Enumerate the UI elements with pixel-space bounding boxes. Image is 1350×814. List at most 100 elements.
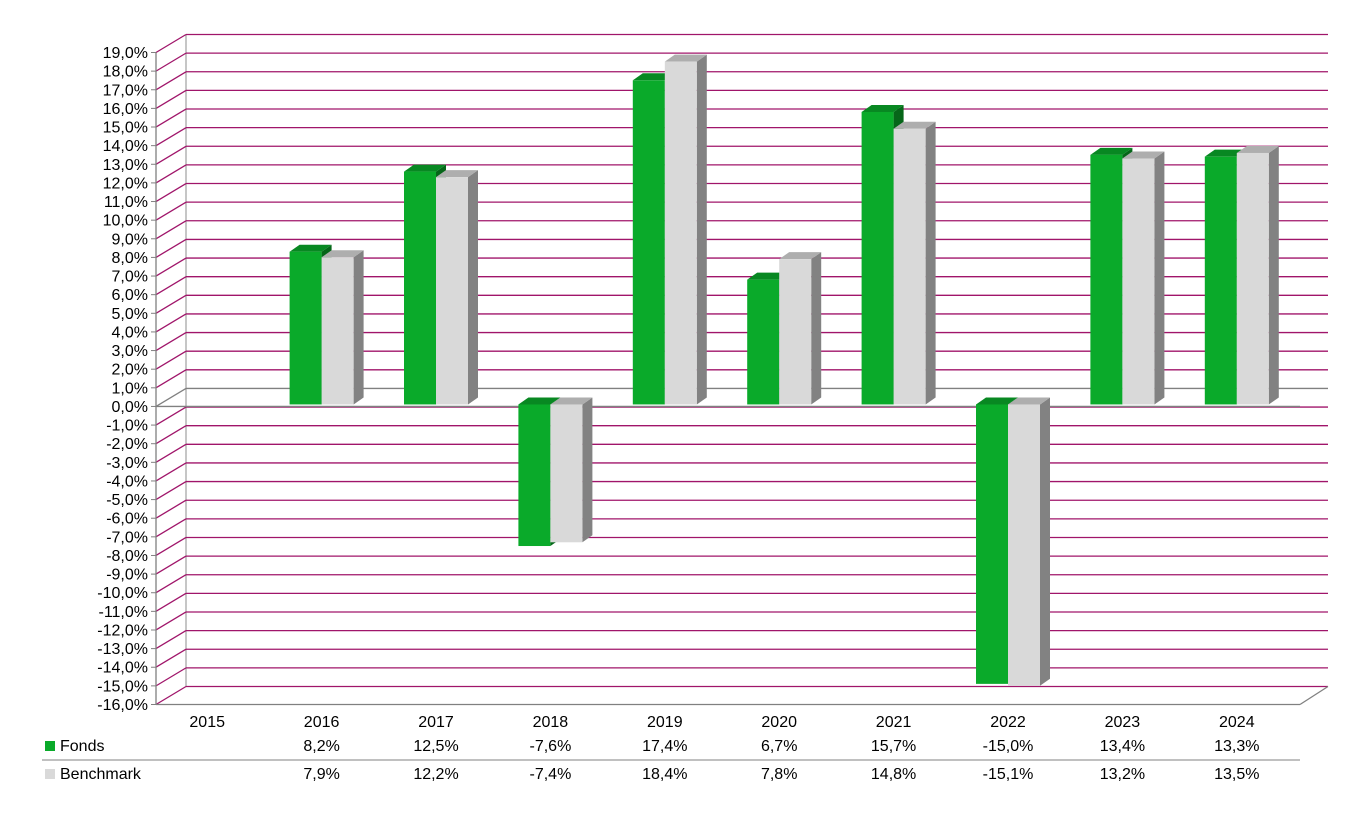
- y-tick-label: -1,0%: [106, 418, 148, 435]
- data-label-fonds: 6,7%: [761, 738, 797, 755]
- gridline-side: [155, 648, 187, 668]
- y-tick-label: -11,0%: [98, 604, 148, 621]
- x-category-label: 2017: [418, 714, 454, 731]
- data-label-benchmark: 18,4%: [642, 766, 687, 783]
- bar-top: [861, 104, 904, 112]
- gridline-side: [155, 182, 187, 203]
- bars: [289, 54, 1279, 686]
- data-label-benchmark: 14,8%: [871, 766, 916, 783]
- y-tick-label: 15,0%: [103, 120, 148, 137]
- bar-front: [976, 404, 1008, 684]
- bar-front: [404, 171, 436, 405]
- gridline-side: [155, 499, 187, 519]
- bar-front: [321, 257, 354, 405]
- bar-top: [1204, 149, 1247, 157]
- bar-top: [518, 397, 561, 405]
- y-tick-label: -13,0%: [97, 641, 148, 658]
- y-tick-label: 17,0%: [103, 82, 148, 99]
- x-category-label: 2018: [533, 714, 569, 731]
- bar-benchmark-2016: [321, 250, 364, 405]
- bar-benchmark-2021: [893, 121, 936, 405]
- x-category-label: 2023: [1105, 714, 1141, 731]
- x-category-label: 2021: [876, 714, 912, 731]
- x-category-label: 2016: [304, 714, 340, 731]
- y-tick-label: -3,0%: [106, 455, 148, 472]
- bar-side: [925, 121, 936, 405]
- bar-front: [664, 61, 697, 405]
- bar-front: [550, 404, 583, 543]
- y-tick-label: -9,0%: [106, 567, 148, 584]
- gridline-side: [155, 685, 187, 706]
- y-tick-label: 19,0%: [103, 45, 148, 62]
- x-category-label: 2024: [1219, 714, 1255, 731]
- gridline-side: [155, 350, 187, 370]
- bar-front: [861, 111, 894, 405]
- data-label-benchmark: 13,2%: [1100, 766, 1145, 783]
- y-tick-label: -7,0%: [106, 529, 148, 546]
- y-tick-label: -8,0%: [106, 548, 148, 565]
- gridline-side: [155, 369, 187, 389]
- bar-front: [289, 251, 322, 405]
- gridline-side: [155, 518, 187, 538]
- bar-top: [779, 252, 822, 260]
- y-tick-label: 12,0%: [103, 175, 148, 192]
- bar-front: [1122, 158, 1155, 405]
- y-tick-label: 7,0%: [112, 269, 148, 286]
- y-tick-label: 18,0%: [103, 64, 148, 81]
- y-tick-label: -12,0%: [97, 622, 148, 639]
- bar-benchmark-2019: [664, 54, 707, 405]
- gridline-side: [155, 201, 187, 221]
- y-tick-label: -10,0%: [97, 585, 148, 602]
- bar-top: [632, 73, 675, 81]
- data-label-benchmark: 12,2%: [413, 766, 458, 783]
- gridline-side: [155, 220, 187, 240]
- gridline-side: [155, 238, 187, 258]
- gridline-side: [155, 425, 187, 445]
- data-label-fonds: 17,4%: [642, 738, 687, 755]
- bar-front: [1204, 156, 1237, 405]
- y-tick-label: 16,0%: [103, 101, 148, 118]
- gridline-side: [155, 313, 187, 333]
- y-tick-label: -14,0%: [97, 660, 148, 677]
- bar-front: [893, 128, 926, 405]
- gridline-side: [155, 611, 187, 631]
- y-tick-label: 10,0%: [103, 213, 148, 230]
- bar-benchmark-2018: [550, 397, 593, 543]
- bar-top: [1090, 147, 1133, 155]
- axes: [151, 52, 1329, 706]
- data-label-benchmark: -15,1%: [983, 766, 1034, 783]
- data-label-benchmark: 7,8%: [761, 766, 797, 783]
- gridline-side: [155, 667, 187, 687]
- bar-top: [747, 272, 790, 280]
- gridline-side: [155, 387, 187, 408]
- bar-side: [696, 54, 707, 405]
- bar-side: [468, 170, 478, 405]
- bar-top: [1236, 145, 1279, 153]
- bar-side: [1154, 151, 1165, 405]
- y-tick-label: -2,0%: [106, 436, 148, 453]
- bar-front: [747, 279, 780, 405]
- y-tick-label: -5,0%: [106, 492, 148, 509]
- y-tick-label: 8,0%: [112, 250, 148, 267]
- legend-label-benchmark: Benchmark: [60, 766, 142, 783]
- data-label-fonds: -7,6%: [530, 738, 572, 755]
- gridline-side: [155, 33, 187, 54]
- gridline-side: [155, 89, 187, 109]
- y-tick-label: -6,0%: [106, 511, 148, 528]
- gridline-side: [155, 331, 187, 352]
- legend-swatch-fonds: [45, 741, 55, 751]
- data-label-benchmark: 7,9%: [303, 766, 339, 783]
- y-tick-label: 11,0%: [104, 194, 148, 211]
- legend-swatch-benchmark: [45, 769, 55, 779]
- bar-benchmark-2024: [1236, 145, 1279, 405]
- bar-benchmark-2022: [1008, 397, 1050, 686]
- x-category-label: 2022: [990, 714, 1026, 731]
- bar-front: [632, 80, 665, 405]
- y-tick-label: 6,0%: [112, 287, 148, 304]
- data-label-fonds: 12,5%: [413, 738, 458, 755]
- gridline-side: [155, 406, 187, 426]
- data-label-benchmark: 13,5%: [1214, 766, 1259, 783]
- gridline-side: [155, 443, 187, 463]
- floor-edge: [1299, 685, 1329, 706]
- gridline-side: [155, 555, 187, 575]
